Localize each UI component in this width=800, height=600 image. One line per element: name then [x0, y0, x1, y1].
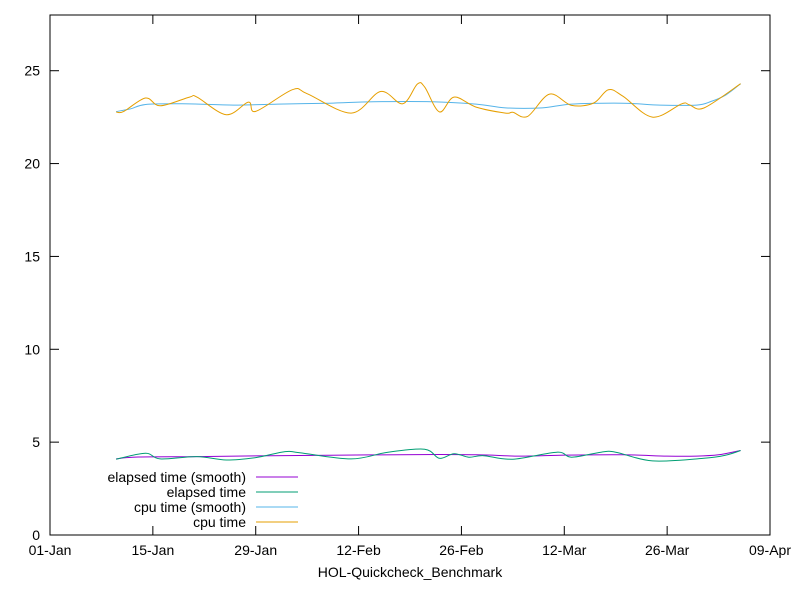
- y-tick-label: 15: [24, 248, 40, 264]
- x-tick-label: 29-Jan: [234, 542, 277, 558]
- x-axis-label: HOL-Quickcheck_Benchmark: [318, 564, 503, 580]
- x-tick-label: 09-Apr: [749, 542, 791, 558]
- series-line-cpu-time-smooth: [116, 83, 741, 113]
- y-tick-label: 20: [24, 156, 40, 172]
- plot-border: [49, 14, 771, 536]
- series-line-elapsed-time-smooth: [116, 450, 741, 460]
- y-tick-label: 5: [32, 434, 40, 450]
- series-line-elapsed-time: [116, 448, 741, 462]
- y-tick-label: 25: [24, 63, 40, 79]
- x-tick-label: 26-Feb: [439, 542, 484, 558]
- legend-label-cpu-time-smooth: cpu time (smooth): [134, 499, 246, 515]
- series-line-cpu-time: [116, 82, 741, 118]
- y-tick-label: 0: [32, 527, 40, 543]
- y-tick-label: 10: [24, 341, 40, 357]
- x-tick-label: 15-Jan: [131, 542, 174, 558]
- legend-label-cpu-time: cpu time: [193, 514, 246, 530]
- legend-label-elapsed-time-smooth: elapsed time (smooth): [107, 469, 246, 485]
- series-layer: [116, 82, 741, 462]
- x-tick-label: 26-Mar: [645, 542, 690, 558]
- legend-label-elapsed-time: elapsed time: [167, 484, 247, 500]
- x-tick-label: 01-Jan: [29, 542, 72, 558]
- x-tick-label: 12-Feb: [336, 542, 381, 558]
- axes-ticks: 0 5 10 15 20 25 01-Jan 15-Jan 29-Jan 12-Feb 26-Feb…: [24, 15, 791, 558]
- x-tick-label: 12-Mar: [542, 542, 587, 558]
